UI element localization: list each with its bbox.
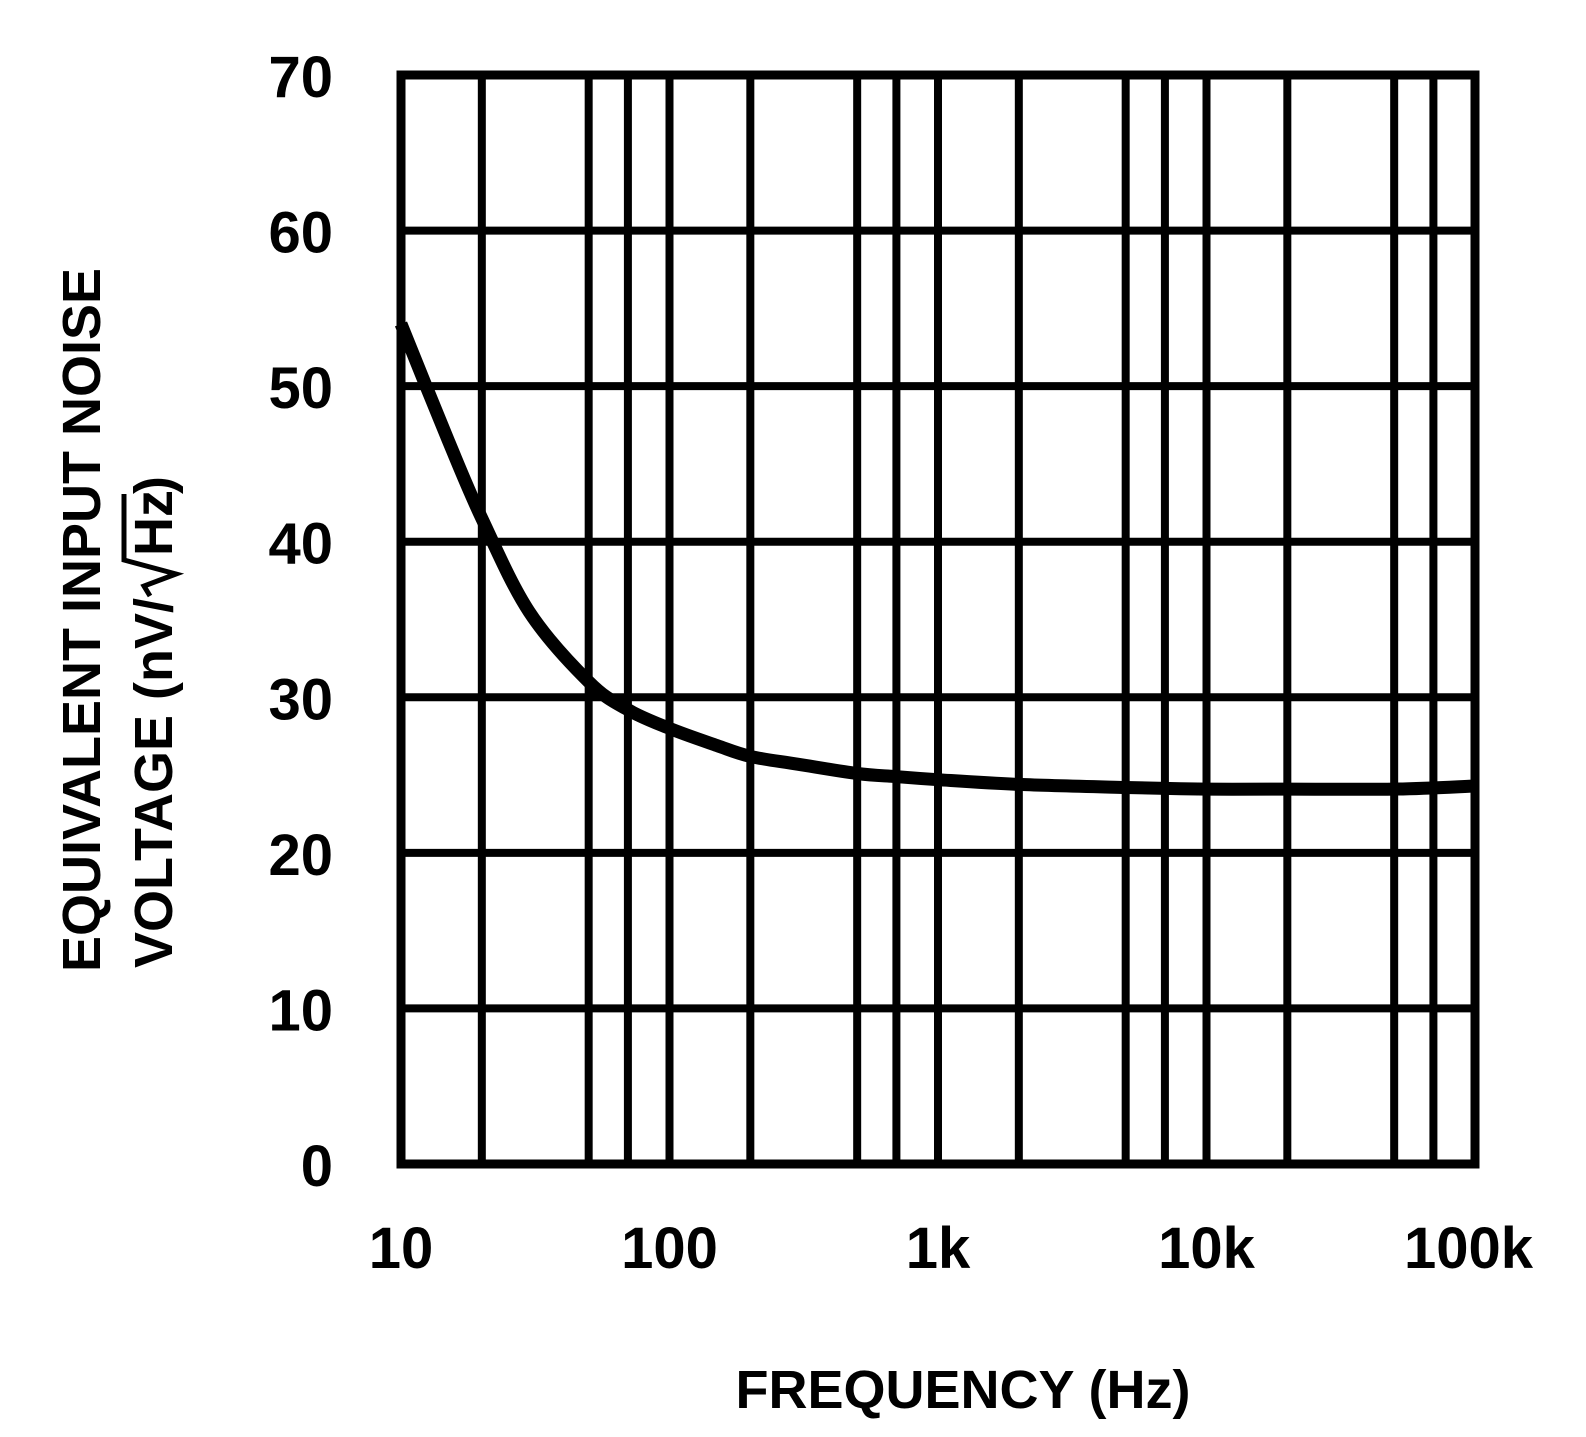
y-axis-title-line2-suffix: ): [124, 476, 184, 494]
y-axis-title-line1: EQUIVALENT INPUT NOISE: [52, 268, 112, 972]
y-tick-labels: 0 10 20 30 40 50 60 70: [268, 45, 333, 1199]
y-tick-label: 50: [268, 356, 333, 421]
y-tick-label: 40: [268, 512, 333, 577]
series-layer: [394, 321, 1476, 796]
x-tick-label: 100k: [1404, 1216, 1534, 1281]
x-tick-label: 100: [621, 1216, 718, 1281]
y-tick-label: 0: [301, 1134, 333, 1199]
y-tick-label: 60: [268, 201, 333, 266]
y-axis-title-line2-radicand: Hz: [124, 490, 184, 556]
y-axis-title-line2-prefix: VOLTAGE (nV/: [124, 598, 184, 968]
x-tick-label: 10k: [1158, 1216, 1256, 1281]
square-root-symbol: [121, 494, 185, 598]
plot-frame: [396, 70, 1480, 1169]
y-tick-label: 30: [268, 667, 333, 732]
y-tick-label: 70: [268, 45, 333, 110]
x-axis-title: FREQUENCY (Hz): [735, 1360, 1190, 1420]
x-tick-labels: 10 100 1k 10k 100k: [369, 1216, 1534, 1281]
x-tick-label: 10: [369, 1216, 434, 1281]
grid: [401, 75, 1475, 1164]
y-tick-label: 20: [268, 823, 333, 888]
noise-voltage-curve: [394, 321, 1476, 796]
y-tick-label: 10: [268, 978, 333, 1043]
y-axis-title-line2: VOLTAGE (nV/ Hz ): [121, 476, 185, 968]
x-tick-label: 1k: [906, 1216, 971, 1281]
